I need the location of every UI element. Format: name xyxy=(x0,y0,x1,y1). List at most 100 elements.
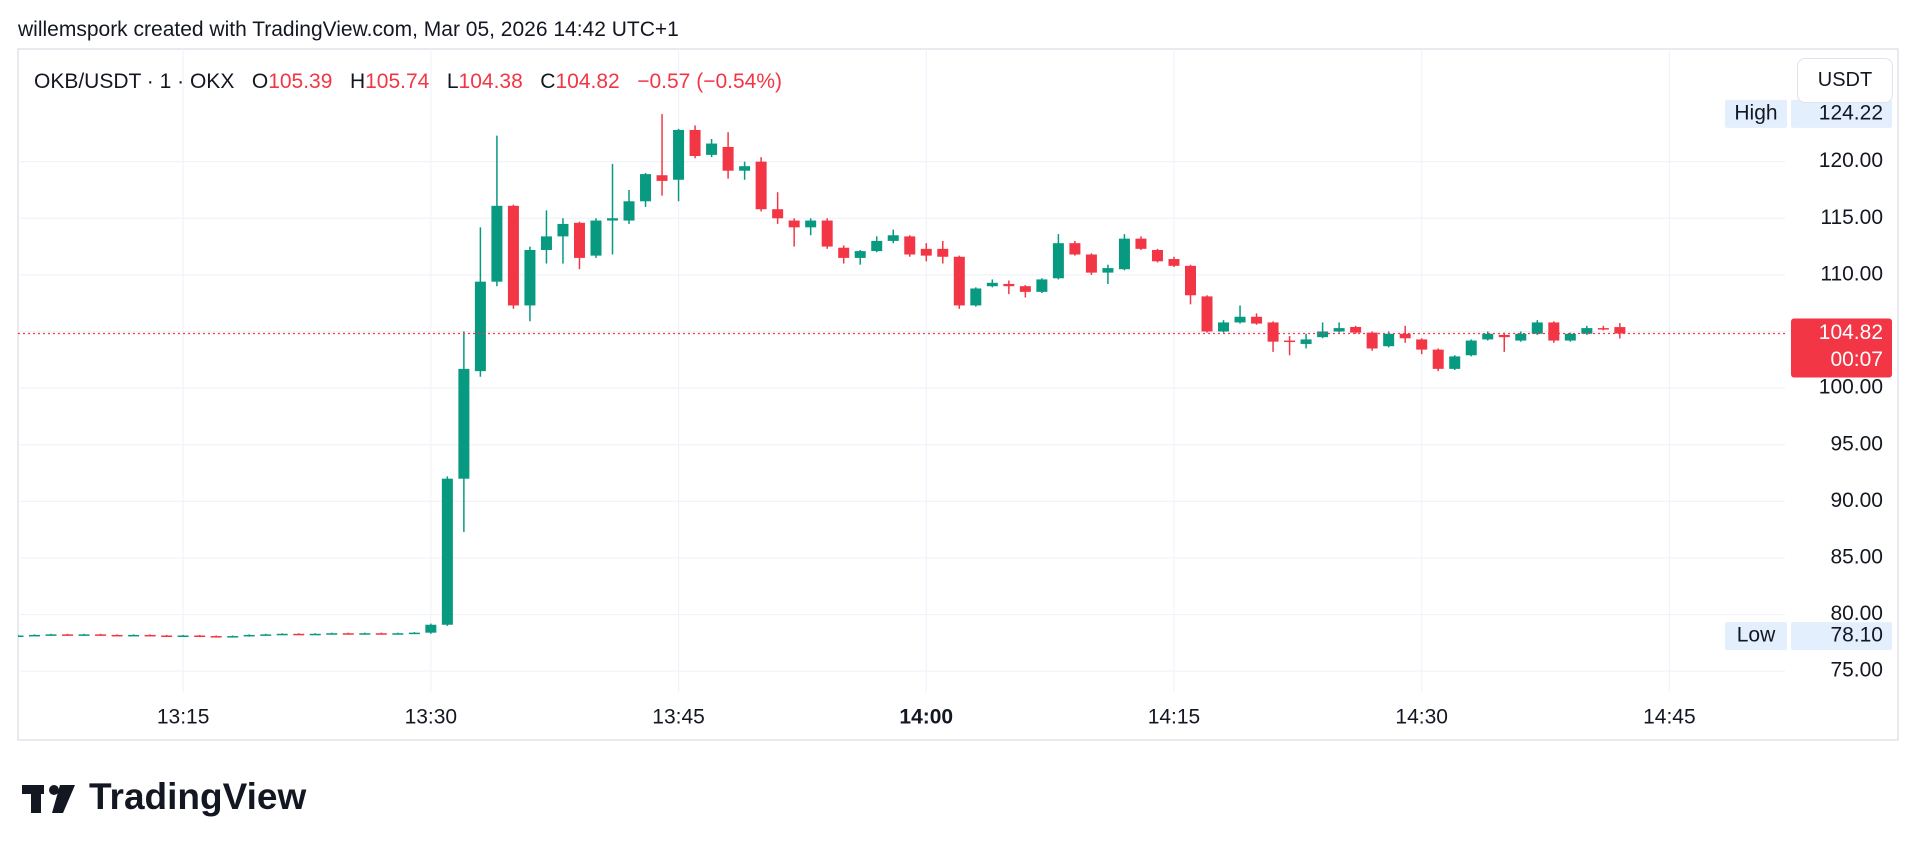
y-tick-label: 115.00 xyxy=(1820,206,1883,229)
x-tick-label: 13:30 xyxy=(405,706,458,729)
candle-body xyxy=(1019,286,1031,292)
candle-body xyxy=(970,288,982,306)
candle-body xyxy=(1036,279,1048,292)
y-tick-label: 100.00 xyxy=(1819,376,1883,399)
candle-body xyxy=(1251,316,1263,324)
candle-body xyxy=(1284,340,1296,343)
brand: TradingView xyxy=(89,776,306,817)
candle-body xyxy=(161,635,173,638)
low-value: 104.38 xyxy=(458,70,523,93)
candle-body xyxy=(1085,254,1097,273)
high-value: 105.74 xyxy=(365,70,430,93)
candle-body xyxy=(491,205,503,282)
candle-body xyxy=(640,174,652,202)
marker-value: 124.22 xyxy=(1819,101,1883,124)
candle-body xyxy=(1416,339,1428,350)
marker-label: Low xyxy=(1737,624,1776,647)
candle-body xyxy=(375,633,387,635)
h-label: H xyxy=(349,70,366,93)
candle-body xyxy=(326,633,338,635)
close-value: 104.82 xyxy=(555,70,620,93)
x-tick-label: 14:00 xyxy=(899,706,953,729)
candle-body xyxy=(408,632,420,635)
candle-body xyxy=(1234,316,1246,323)
marker-value-box xyxy=(1791,99,1892,128)
y-tick-label: 85.00 xyxy=(1830,545,1883,568)
candle-body xyxy=(1366,332,1378,349)
plot xyxy=(18,114,1785,638)
candle-body xyxy=(1515,333,1527,341)
marker-value-box xyxy=(1791,622,1892,651)
currency-button[interactable]: USDT xyxy=(1797,58,1893,103)
open-value: 105.39 xyxy=(268,70,333,93)
candle-body xyxy=(474,281,486,372)
marker-label: High xyxy=(1734,101,1777,124)
candle-body xyxy=(95,634,107,636)
candle-body xyxy=(1597,328,1609,330)
candle-body xyxy=(887,235,899,241)
candle-body xyxy=(342,633,354,635)
x-tick-label: 14:15 xyxy=(1148,706,1201,729)
o-label: O xyxy=(251,70,269,93)
candle-body xyxy=(1333,328,1345,332)
candle-body xyxy=(1548,322,1560,341)
symbol: OKB/USDT · 1 · OKX xyxy=(34,70,235,93)
candle-body xyxy=(1399,333,1411,339)
x-tick-label: 14:45 xyxy=(1643,706,1696,729)
candle-body xyxy=(29,634,41,637)
legend: OKB/USDT · 1 · OKX O105.39 H105.74 L104.… xyxy=(34,70,782,94)
candle-body xyxy=(573,222,585,258)
candle-body xyxy=(540,236,552,250)
candle-body xyxy=(937,248,949,257)
candle-body xyxy=(293,633,305,636)
candle-body xyxy=(1218,322,1230,332)
candle-body xyxy=(772,209,784,219)
marker-box xyxy=(1725,622,1787,651)
candle-body xyxy=(1135,238,1147,249)
candle-body xyxy=(458,368,470,479)
candle-body xyxy=(854,251,866,258)
candle-body xyxy=(441,478,453,625)
candle-body xyxy=(871,240,883,252)
candle-body xyxy=(1581,328,1593,334)
axes: 75.0080.0085.0090.0095.00100.00105.00110… xyxy=(157,99,1892,729)
candle-body xyxy=(1564,333,1576,341)
candle-body xyxy=(1168,259,1180,266)
candle-body xyxy=(673,129,685,180)
y-tick-label: 95.00 xyxy=(1830,432,1883,455)
candle-body xyxy=(788,220,800,228)
candle-body xyxy=(507,205,519,306)
candle-body xyxy=(1300,339,1312,344)
candle-body xyxy=(243,634,255,637)
last-price-box xyxy=(1791,318,1892,378)
candle-body xyxy=(1614,327,1626,334)
candle-body xyxy=(805,220,817,228)
candle-body xyxy=(1267,322,1279,342)
candle-body xyxy=(227,636,239,638)
y-tick-label: 90.00 xyxy=(1830,489,1883,512)
candle-body xyxy=(1383,333,1395,347)
candle-body xyxy=(1003,283,1015,287)
last-price-label: 104.82 xyxy=(1819,321,1883,344)
candle-body xyxy=(904,236,916,255)
candle-body xyxy=(1118,238,1130,270)
y-tick-label: 80.00 xyxy=(1830,602,1883,625)
candle-body xyxy=(689,129,701,156)
candle-body xyxy=(1449,356,1461,369)
x-tick-label: 13:45 xyxy=(652,706,705,729)
candle-body xyxy=(953,256,965,306)
candle-body xyxy=(276,633,288,636)
change: −0.57 xyxy=(637,70,691,93)
candle-body xyxy=(78,634,90,636)
candle-body xyxy=(62,634,74,636)
candle-body xyxy=(656,175,668,181)
candle-body xyxy=(722,146,734,171)
attribution: willemspork created with TradingView.com… xyxy=(18,18,679,41)
candle-body xyxy=(18,635,24,638)
candle-body xyxy=(425,624,437,633)
candle-body xyxy=(623,201,635,221)
candle-body xyxy=(1102,268,1114,273)
candle-body xyxy=(920,248,932,256)
candle-body xyxy=(1184,265,1196,296)
